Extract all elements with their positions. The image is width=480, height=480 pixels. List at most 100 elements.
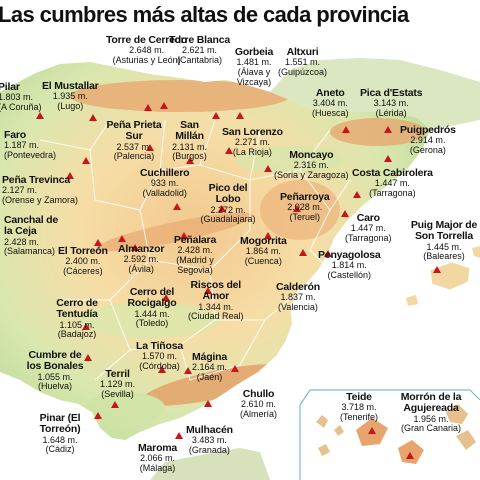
peak-province: (La Rioja): [232, 147, 272, 158]
peak-province: (Cáceres): [63, 266, 103, 277]
peak-height: 3.718 m.: [341, 402, 377, 413]
peak-label-caro: Caro 1.447 m. (Tarragona): [345, 212, 392, 244]
peak-label-magina: Mágina 2.164 m. (Jaén): [192, 351, 227, 383]
peak-province: (Burgos): [172, 151, 207, 162]
peak-height: 2.592 m.: [123, 254, 159, 265]
peak-name: Aneto: [315, 87, 345, 99]
peak-province: (Sevilla): [101, 389, 134, 400]
peak-name: Maroma: [138, 442, 178, 454]
peak-province: (Ávila): [128, 264, 154, 275]
peak-label-torre-cerredo: Torre de Cerredo 2.648 m. (Asturias y Le…: [106, 34, 188, 66]
peak-label-penarroya: Peñarroya 2.028 m. (Teruel): [280, 191, 330, 223]
peak-height: 2.028 m.: [287, 202, 323, 213]
peak-height: 1.129 m.: [100, 379, 136, 390]
peak-height: 1.187 m.: [4, 140, 40, 151]
peak-label-terril: Terril 1.129 m. (Sevilla): [100, 368, 136, 400]
peak-province: (Valencia): [278, 302, 318, 313]
peak-name: Gorbeia: [234, 46, 274, 58]
peak-label-costa-cabirolera: Costa Cabirolera 1.447 m. (Tarragona): [352, 167, 433, 199]
peak-province: (Tarragona): [345, 233, 392, 244]
peak-height: 2.428 m.: [177, 245, 213, 256]
peak-label-tentudia: Cerro de Tentudía 1.105 m. (Badajoz): [52, 297, 102, 340]
peak-height: 1.344 m.: [198, 301, 234, 312]
peak-name: Caro: [356, 212, 380, 224]
peak-name: Costa Cabirolera: [352, 167, 433, 179]
peak-height: 2.271 m.: [234, 137, 270, 148]
peak-height: 1.447 m.: [350, 223, 386, 234]
peak-province: (Valladolid): [142, 188, 187, 199]
peak-height: 2.127 m.: [2, 185, 38, 196]
peak-name: Terril: [105, 368, 130, 380]
peak-height: 2.621 m.: [181, 45, 218, 56]
peak-name: Puigpedrós: [400, 124, 456, 136]
peak-name: Mulhacén: [186, 424, 233, 436]
peak-name: Peña Trevinca: [2, 174, 71, 186]
peak-name: Pica d'Estats: [360, 87, 423, 99]
peak-label-pilar: Pilar 1.803 m. (A Coruña): [0, 81, 42, 113]
peak-name: Almanzor: [118, 243, 165, 255]
peak-label-altxuri: Altxuri 1.551 m. (Guipúzcoa): [278, 46, 327, 78]
peak-height: 933 m.: [150, 178, 179, 189]
peak-label-faro: Faro 1.187 m. (Pontevedra): [4, 129, 57, 161]
peak-height: 1.445 m.: [426, 241, 462, 252]
peak-province: (A Coruña): [0, 102, 42, 113]
peak-label-rocigalgo: Cerro del Rocigalgo 1.444 m. (Toledo): [122, 286, 182, 329]
peak-name: Teide: [346, 391, 372, 403]
peak-height: 2.914 m.: [410, 135, 446, 146]
peak-height: 1.481 m.: [236, 57, 272, 68]
peak-province: (Salamanca): [4, 246, 56, 257]
peak-name: Moncayo: [289, 149, 334, 161]
peak-label-bonales: Cumbre de los Bonales 1.055 m. (Huelva): [26, 349, 84, 392]
peak-height: 3.143 m.: [373, 98, 409, 109]
peak-label-pinar: Pinar (El Torreón) 1.648 m. (Cádiz): [32, 412, 88, 455]
peak-height: 2.066 m.: [140, 453, 176, 464]
peak-height: 1.864 m.: [245, 246, 281, 257]
peak-label-tinosa: La Tiñosa 1.570 m. (Córdoba): [136, 340, 184, 372]
peak-name: Altxuri: [286, 46, 319, 58]
peak-province: (Almería): [240, 409, 278, 420]
peak-province: (Gerona): [409, 145, 446, 156]
peak-name: Calderón: [276, 281, 320, 293]
peak-height: 1.551 m.: [285, 57, 321, 68]
peak-label-torre-blanca: Torre Blanca 2.621 m. (Cantabria): [169, 34, 230, 66]
peak-label-morron: Morrón de la Agujereada 1.956 m. (Gran C…: [390, 391, 472, 434]
peak-label-puigpedros: Puigpedrós 2.914 m. (Gerona): [400, 124, 456, 156]
peak-name: Pinar (El Torreón): [39, 412, 81, 436]
map-title: Las cumbres más altas de cada provincia: [0, 2, 409, 27]
peak-province: (Baleares): [423, 251, 465, 262]
peak-height: 1.570 m.: [142, 351, 178, 362]
peak-name: Peñarroya: [280, 191, 330, 203]
peak-height: 1.956 m.: [413, 413, 449, 424]
peak-name: Torre de Cerredo: [106, 34, 188, 46]
peak-label-mustallar: El Mustallar 1.935 m. (Lugo): [42, 80, 99, 112]
peak-province: (Madrid y Segovia): [176, 255, 214, 275]
peak-label-penyagolosa: Penyagolosa 1.814 m. (Castellón): [318, 249, 381, 281]
peak-label-san-lorenzo: San Lorenzo 2.271 m. (La Rioja): [222, 126, 283, 158]
peak-province: (Lugo): [57, 101, 84, 112]
peak-height: 2.400 m.: [65, 256, 101, 267]
peak-province: (Toledo): [135, 318, 169, 329]
peak-label-san-millan: San Millán 2.131 m. (Burgos): [172, 119, 207, 162]
peak-province: (Cuenca): [244, 256, 282, 267]
peak-province: (Ciudad Real): [188, 311, 244, 322]
peak-markers: [36, 102, 441, 459]
peak-province: (Huesca): [312, 108, 349, 119]
peak-province: (Tarragona): [369, 188, 416, 199]
peak-province: (Soria y Zaragoza): [274, 170, 349, 181]
peak-label-mogorrita: Mogorrita 1.864 m. (Cuenca): [240, 235, 287, 267]
balearic-islands: [406, 246, 480, 306]
peak-province: (Pontevedra): [4, 150, 57, 161]
peak-name: La Tiñosa: [136, 340, 184, 352]
peak-province: (Córdoba): [139, 361, 180, 372]
peak-label-penalara: Peñalara 2.428 m. (Madrid y Segovia): [166, 234, 224, 275]
peak-label-gorbeia: Gorbeia 1.481 m. (Álava y Vizcaya): [230, 46, 278, 87]
peak-name: Mágina: [192, 351, 227, 363]
peak-label-puig-major: Puig Major de Son Torrella 1.445 m. (Bal…: [406, 219, 480, 262]
peak-height: 1.444 m.: [134, 308, 170, 319]
peak-height: 2.610 m.: [240, 399, 277, 410]
peak-height: 1.814 m.: [331, 260, 367, 271]
peak-name: Chullo: [242, 388, 275, 400]
peak-name: Morrón de la Agujereada: [400, 391, 462, 415]
peak-name: Puig Major de Son Torrella: [410, 219, 478, 243]
peak-province: (Álava y Vizcaya): [236, 67, 272, 87]
